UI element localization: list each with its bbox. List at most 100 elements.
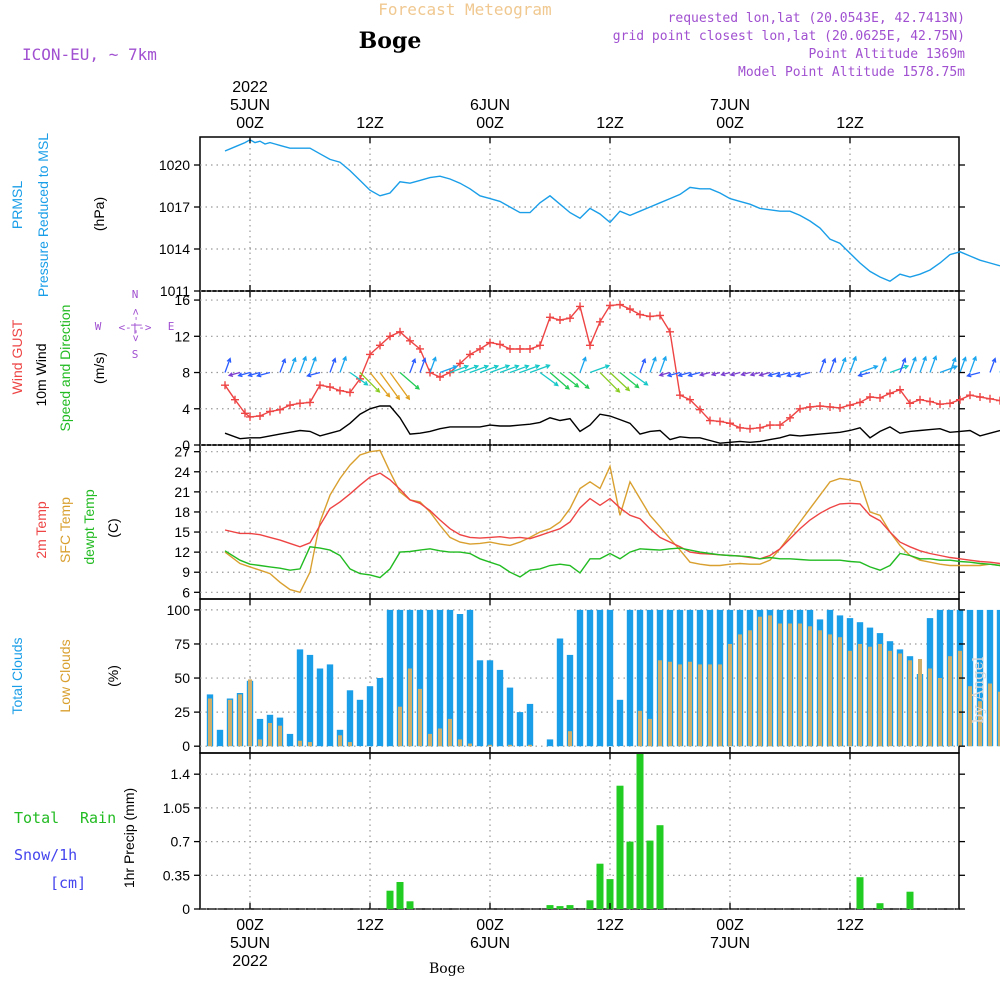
total-cloud-bar [986,609,994,747]
top-time-label: 6JUN [470,97,510,114]
gust-marker [986,394,994,403]
gust-marker [946,399,954,408]
gust-marker [886,389,894,398]
low-cloud-bar [648,718,652,747]
total-cloud-bar [626,609,634,747]
total-cloud-bar [516,712,524,747]
low-cloud-bar [688,661,692,747]
total-cloud-bar [586,609,594,747]
gust-marker [436,373,444,382]
wind-direction-arrow [949,356,957,373]
top-time-label: 7JUN [710,97,750,114]
wind-direction-arrow [839,356,847,373]
gust-marker [296,399,304,408]
rain-bar [586,900,594,909]
wind-direction-arrow [227,371,241,378]
low-cloud-bar [698,664,702,747]
total-cloud-bar [596,609,604,747]
total-cloud-bar [306,654,314,747]
low-cloud-bar [668,661,672,747]
top-time-label: 12Z [356,115,384,132]
total-clouds-label: Total Clouds [9,637,25,714]
gust-marker [286,401,294,410]
y-tick-label: 16 [174,292,190,308]
wind-direction-arrow [539,371,559,387]
low-cloud-bar [988,683,992,747]
low-cloud-bar [898,653,902,747]
wind-direction-arrow [359,372,381,393]
total-cloud-bar [966,609,974,747]
rain-bar [856,877,864,909]
rain-bar [386,890,394,909]
total-cloud-bar [216,729,224,747]
sfctemp-label: SFC Temp [57,497,73,563]
rain-bar [876,903,884,909]
bottom-time-label: 5JUN [230,935,270,952]
chart-title: Forecast Meteogram [378,0,551,19]
low-cloud-bar [918,659,922,747]
wind-direction-arrow [749,371,761,377]
gust-marker [916,395,924,404]
wind-direction-arrow [399,372,420,390]
y-tick-label: 6 [182,584,190,600]
gust-marker [966,391,974,400]
total-cloud-bar [396,609,404,747]
low-cloud-bar [848,650,852,747]
total-cloud-bar [316,668,324,747]
gust-marker [396,327,404,336]
precip-unit-label: 1hr Precip (mm) [121,788,137,888]
low-cloud-bar [338,735,342,747]
rain-bar [626,841,634,909]
low-cloud-bar [828,634,832,747]
low-cloud-bar [808,626,812,747]
wind-direction-arrow [649,356,657,373]
prmsl-label: PRMSL [9,181,25,229]
wind-direction-arrow [256,371,271,378]
low-cloud-bar [258,739,262,747]
total-cloud-bar [376,678,384,747]
y-tick-label: 75 [174,636,190,652]
low-cloud-bar [958,650,962,747]
total-cloud-bar [526,703,534,747]
gust-marker [346,388,354,397]
low-cloud-bar [718,664,722,747]
wind-direction-arrow [449,364,470,374]
low-cloud-bar [758,616,762,747]
gust-marker [266,407,274,416]
low-cloud-bar [888,650,892,747]
low-cloud-bar [348,742,352,747]
gust-marker [256,412,264,421]
gust-marker [316,381,324,390]
total-cloud-bar [416,609,424,747]
sfctemp-line [224,449,1000,594]
low-cloud-bar [568,731,572,747]
wind-side-labels: Wind GUST 10m Wind Speed and Direction (… [9,288,174,431]
gust-marker [476,344,484,353]
low-cloud-bar [458,739,462,747]
gust-marker [796,404,804,413]
total-cloud-bar [296,649,304,747]
total-cloud-bar [446,609,454,747]
gust-marker [516,344,524,353]
gust-marker [566,314,574,323]
gust-line [224,303,1000,430]
gust-label: Wind GUST [9,319,25,394]
low-cloud-bar [738,634,742,747]
gust-marker [586,341,594,350]
compass-e: E [168,320,175,333]
gust-marker [526,344,534,353]
gust-marker [656,311,664,320]
total-cloud-bar [426,609,434,747]
gust-marker [716,417,724,426]
gust-marker [376,341,384,350]
low-cloud-bar [968,686,972,747]
low-cloud-bar [408,668,412,747]
wind-unit-label: (m/s) [91,352,107,384]
gust-marker [386,332,394,341]
gust-marker [666,327,674,336]
low-cloud-bar [638,710,642,747]
total-cloud-bar [556,638,564,747]
y-tick-label: 1014 [159,241,190,257]
low-cloud-bar [468,743,472,747]
wind-direction-arrow [829,357,837,373]
